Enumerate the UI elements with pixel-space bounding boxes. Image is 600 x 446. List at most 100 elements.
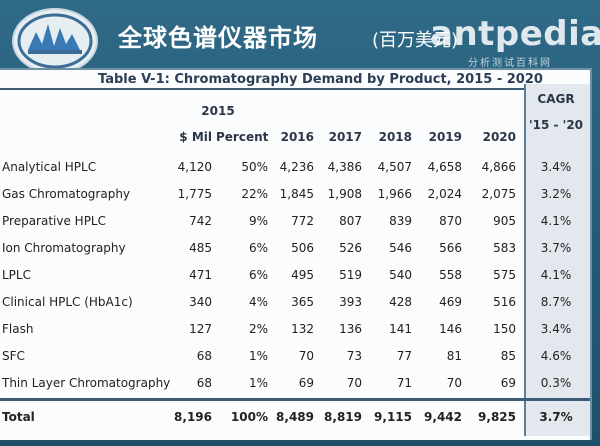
table-cell: 6% xyxy=(248,241,268,255)
table-cell: 469 xyxy=(439,295,462,309)
table-cell: 136 xyxy=(339,322,362,336)
table-cell: 566 xyxy=(439,241,462,255)
table-cell: 506 xyxy=(291,241,314,255)
table-cell: 4,386 xyxy=(327,160,362,174)
table-cell: 127 xyxy=(189,322,212,336)
table-cell: 4,236 xyxy=(279,160,314,174)
table-cell: 69 xyxy=(500,376,516,390)
organization-logo-icon xyxy=(12,8,98,74)
table-cell: 4,507 xyxy=(377,160,412,174)
table-cell: 558 xyxy=(439,268,462,282)
table-cell: 50% xyxy=(241,160,268,174)
table-cell: 4,120 xyxy=(177,160,212,174)
table-cell: 1% xyxy=(248,349,268,363)
row-label: Flash xyxy=(2,322,34,336)
table-cell: 2% xyxy=(248,322,268,336)
table-cell: 2,024 xyxy=(427,187,462,201)
column-header: 2019 xyxy=(428,130,462,144)
total-cell: 9,825 xyxy=(478,410,516,424)
column-header: Percent xyxy=(216,130,269,144)
table-cell: 583 xyxy=(493,241,516,255)
table-cell: 4,866 xyxy=(481,160,516,174)
table-cell: 73 xyxy=(346,349,362,363)
row-label: Preparative HPLC xyxy=(2,214,106,228)
header-rule xyxy=(0,88,524,90)
table-cell: 6% xyxy=(248,268,268,282)
table-cell: 132 xyxy=(291,322,314,336)
cagr-header-line2: '15 - '20 xyxy=(528,118,584,132)
table-cell: 85 xyxy=(500,349,516,363)
table-cell: 81 xyxy=(446,349,462,363)
row-label: Gas Chromatography xyxy=(2,187,131,201)
column-header: 2016 xyxy=(280,130,314,144)
table-cell: 1,966 xyxy=(377,187,412,201)
total-cell: 8,489 xyxy=(276,410,314,424)
table-cell: 393 xyxy=(339,295,362,309)
total-cell: 9,442 xyxy=(424,410,462,424)
cagr-cell: 3.4% xyxy=(540,160,572,174)
column-header: 2018 xyxy=(378,130,412,144)
total-cagr-cell: 3.7% xyxy=(539,410,573,424)
table-cell: 1,845 xyxy=(279,187,314,201)
table-cell: 428 xyxy=(389,295,412,309)
table-caption: Table V-1: Chromatography Demand by Prod… xyxy=(98,72,543,87)
table-cell: 68 xyxy=(196,349,212,363)
total-rule xyxy=(0,398,590,401)
table-cell: 905 xyxy=(493,214,516,228)
row-label: SFC xyxy=(2,349,25,363)
table-cell: 495 xyxy=(291,268,314,282)
table-cell: 365 xyxy=(291,295,314,309)
table-cell: 575 xyxy=(493,268,516,282)
cagr-cell: 0.3% xyxy=(540,376,572,390)
table-cell: 485 xyxy=(189,241,212,255)
slide-header: 全球色谱仪器市场 (百万美元) antpedia 分析测试百科网 xyxy=(0,0,600,78)
row-label: Clinical HPLC (HbA1c) xyxy=(2,295,133,309)
table-cell: 807 xyxy=(339,214,362,228)
table-cell: 340 xyxy=(189,295,212,309)
row-label: Analytical HPLC xyxy=(2,160,97,174)
cagr-cell: 4.6% xyxy=(540,349,572,363)
table-cell: 22% xyxy=(241,187,268,201)
table-cell: 77 xyxy=(396,349,412,363)
table-cell: 70 xyxy=(346,376,362,390)
total-row-label: Total xyxy=(2,410,35,424)
row-label: Ion Chromatography xyxy=(2,241,126,255)
table-cell: 471 xyxy=(189,268,212,282)
row-label: Thin Layer Chromatography xyxy=(2,376,171,390)
table-cell: 546 xyxy=(389,241,412,255)
cagr-cell: 3.2% xyxy=(540,187,572,201)
column-header: $ Mil xyxy=(179,130,212,144)
slide-subtitle: (百万美元) xyxy=(372,30,459,51)
table-cell: 69 xyxy=(298,376,314,390)
table-cell: 1,775 xyxy=(177,187,212,201)
row-label: LPLC xyxy=(2,268,31,282)
table-cell: 146 xyxy=(439,322,462,336)
slide-title: 全球色谱仪器市场 xyxy=(118,24,318,52)
watermark-caption: 分析测试百科网 xyxy=(468,58,552,69)
table-cell: 9% xyxy=(248,214,268,228)
logo-graphic xyxy=(17,13,93,69)
total-cell: 8,196 xyxy=(174,410,212,424)
table-cell: 742 xyxy=(189,214,212,228)
data-table-sheet: Table V-1: Chromatography Demand by Prod… xyxy=(0,68,592,440)
cagr-cell: 4.1% xyxy=(540,268,572,282)
table-cell: 1,908 xyxy=(327,187,362,201)
total-cell: 100% xyxy=(230,410,268,424)
cagr-cell: 3.7% xyxy=(540,241,572,255)
table-cell: 2,075 xyxy=(481,187,516,201)
total-cell: 9,115 xyxy=(374,410,412,424)
table-cell: 526 xyxy=(339,241,362,255)
table-cell: 150 xyxy=(493,322,516,336)
table-cell: 4,658 xyxy=(427,160,462,174)
table-cell: 68 xyxy=(196,376,212,390)
cagr-column-panel xyxy=(524,84,590,436)
table-cell: 141 xyxy=(389,322,412,336)
cagr-cell: 4.1% xyxy=(540,214,572,228)
table-cell: 516 xyxy=(493,295,516,309)
cagr-header-line1: CAGR xyxy=(537,92,575,106)
year-2015-group-header: 2015 xyxy=(201,104,235,118)
table-cell: 71 xyxy=(396,376,412,390)
table-cell: 839 xyxy=(389,214,412,228)
total-cell: 8,819 xyxy=(324,410,362,424)
watermark-logo: antpedia xyxy=(430,14,600,54)
